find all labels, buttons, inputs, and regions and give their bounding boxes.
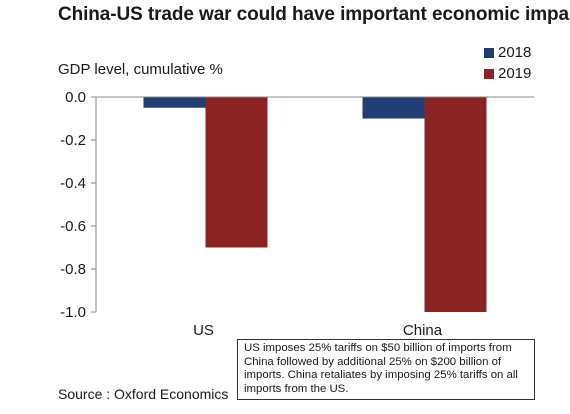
y-axis-label: GDP level, cumulative % xyxy=(58,61,223,78)
legend-swatch-2019 xyxy=(484,68,494,79)
source-note: Source : Oxford Economics xyxy=(58,386,229,402)
y-tick-label: -1.0 xyxy=(60,304,86,321)
legend: 2018 2019 xyxy=(484,42,531,84)
axes-layer: US China 0.0 -0.2 -0.4 -0.6 -0.8 -1.0 xyxy=(60,89,534,339)
y-tick-label: -0.2 xyxy=(60,132,86,149)
legend-label-2018: 2018 xyxy=(498,44,532,61)
y-tick-label: -0.4 xyxy=(60,175,86,192)
x-tick-label-china: China xyxy=(403,322,443,339)
bars-layer xyxy=(143,97,487,312)
x-tick-label-us: US xyxy=(193,322,214,339)
y-tick-label: -0.8 xyxy=(60,261,86,278)
annotation-box: US imposes 25% tariffs on $50 billion of… xyxy=(237,339,535,401)
y-tick-label: 0.0 xyxy=(65,89,86,106)
bar-2019-china xyxy=(424,97,487,312)
legend-item-2019: 2019 xyxy=(484,63,531,84)
bar-2019-us xyxy=(205,97,268,248)
bar-2018-china xyxy=(362,97,425,119)
legend-item-2018: 2018 xyxy=(484,42,531,63)
legend-swatch-2018 xyxy=(484,47,494,58)
legend-label-2019: 2019 xyxy=(498,65,532,82)
y-tick-label: -0.6 xyxy=(60,218,86,235)
bar-2018-us xyxy=(143,97,206,108)
chart-title: China-US trade war could have important … xyxy=(58,4,570,25)
